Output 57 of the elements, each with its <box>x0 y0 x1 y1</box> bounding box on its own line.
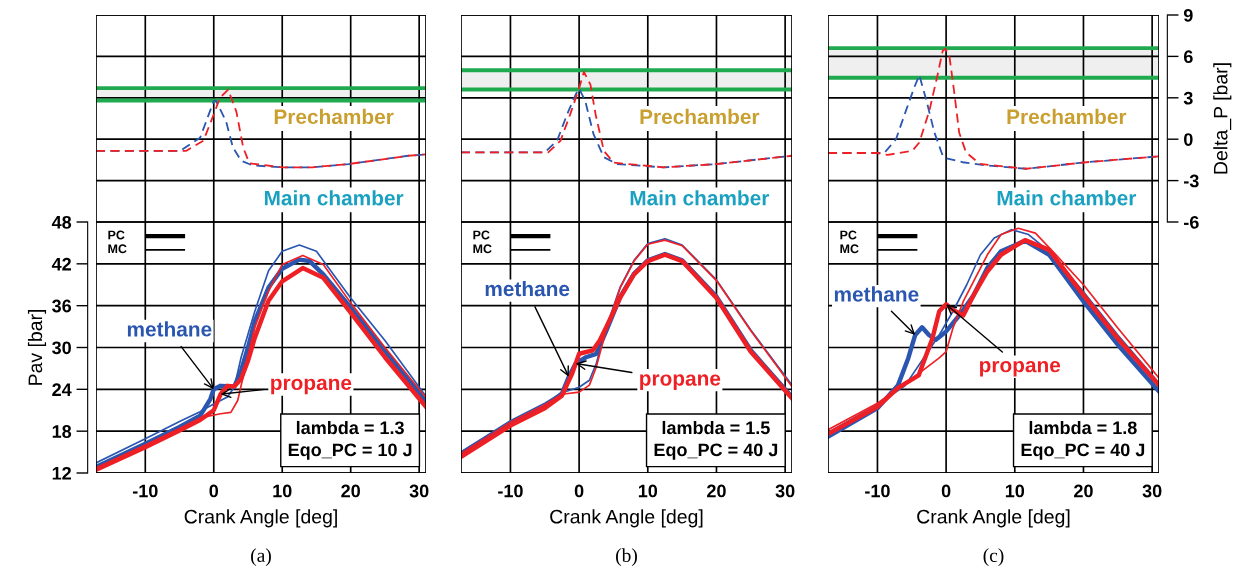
y-axis-title: Delta_P [bar] <box>1213 63 1232 174</box>
y-tick-label: 24 <box>52 383 72 396</box>
x-tick-label: -10 <box>865 484 890 498</box>
annotation: PC <box>473 230 490 240</box>
x-axis-title: Crank Angle [deg] <box>917 509 1070 528</box>
x-tick-label: -10 <box>132 484 158 498</box>
x-tick-label: 20 <box>1074 484 1093 498</box>
y-axis-title: Pav [bar] <box>27 309 47 385</box>
y-tick-label: 9 <box>1183 8 1193 22</box>
annotation: methane <box>485 280 570 297</box>
annotation: MC <box>473 244 492 254</box>
x-tick-label: 10 <box>1005 484 1025 498</box>
x-tick-label: -10 <box>498 484 523 498</box>
x-tick-label: 30 <box>775 484 795 498</box>
y-tick-label: 36 <box>52 299 72 313</box>
y-tick-label: 18 <box>52 425 72 438</box>
y-tick-label: -3 <box>1184 174 1199 188</box>
y-tick-label: 3 <box>1183 91 1193 105</box>
y-tick-label: 12 <box>52 466 71 480</box>
x-axis-title: Crank Angle [deg] <box>184 509 337 528</box>
x-tick-label: 0 <box>209 484 219 498</box>
x-tick-label: 10 <box>638 484 658 498</box>
annotation: Prechamber <box>274 108 394 125</box>
annotation: propane <box>640 374 721 390</box>
x-tick-label: 30 <box>409 484 429 498</box>
annotation: MC <box>108 244 127 254</box>
annotation: MC <box>840 244 859 254</box>
y-tick-label: 42 <box>51 257 71 271</box>
y-tick-label: 0 <box>1184 133 1193 146</box>
y-tick-label: 6 <box>1183 50 1193 64</box>
x-tick-label: 20 <box>707 484 726 498</box>
annotation: Main chamber <box>264 190 404 206</box>
y-tick-label: 48 <box>51 215 72 229</box>
annotation: Main chamber <box>630 190 770 206</box>
y-tick-label: -6 <box>1184 215 1199 229</box>
x-axis-title: Crank Angle [deg] <box>550 509 703 528</box>
x-tick-label: 0 <box>941 484 951 498</box>
annotation: propane <box>271 378 352 395</box>
annotation: lambda = 1.5 Eqo_PC = 40 J <box>654 420 778 460</box>
x-tick-label: 20 <box>341 484 360 498</box>
annotation: methane <box>127 321 212 337</box>
annotation: Prechamber <box>640 108 760 125</box>
annotation: lambda = 1.3 Eqo_PC = 10 J <box>288 420 412 460</box>
annotation: propane <box>980 360 1061 377</box>
annotation: PC <box>108 230 125 240</box>
y-tick-label: 30 <box>52 341 71 355</box>
annotation: Prechamber <box>1007 108 1127 125</box>
x-tick-label: 0 <box>574 484 584 498</box>
text: (b) <box>616 548 637 566</box>
annotation: lambda = 1.8 Eqo_PC = 40 J <box>1021 420 1145 460</box>
x-tick-label: 10 <box>273 484 292 498</box>
x-tick-label: 30 <box>1142 484 1162 498</box>
annotation: Main chamber <box>997 190 1137 206</box>
annotation: methane <box>834 286 919 302</box>
text: (a) <box>251 548 271 566</box>
text: (c) <box>983 548 1004 566</box>
annotation: PC <box>840 230 857 240</box>
